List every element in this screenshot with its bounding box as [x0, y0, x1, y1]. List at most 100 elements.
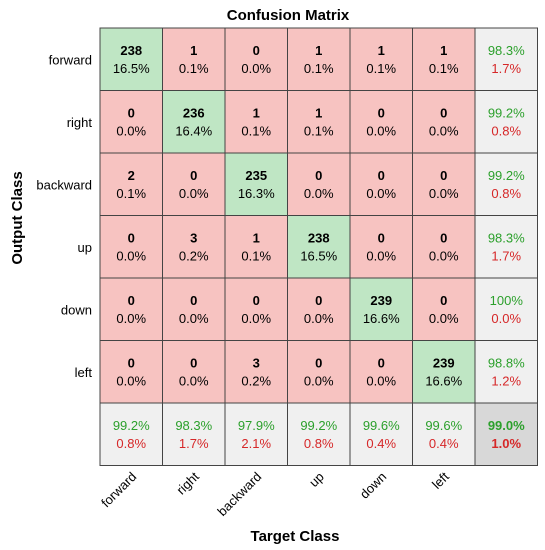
- cell-background: [412, 90, 476, 154]
- cell-count: 0: [253, 43, 260, 58]
- cell-count: 236: [183, 106, 205, 121]
- cell-count: 1: [440, 43, 447, 58]
- matrix-cell: 238 16.5%: [99, 27, 163, 91]
- cell-count: 1: [253, 231, 260, 246]
- matrix-cells: 238 16.5% 1 0.1% 0 0.0% 1 0.1% 1 0.1% 1 0.1% 98.3% 1.…: [99, 27, 538, 466]
- summary-error-percent: 2.1%: [241, 436, 271, 451]
- cell-background: [99, 402, 163, 466]
- matrix-cell: 0 0.0%: [99, 215, 163, 279]
- cell-background: [224, 90, 288, 154]
- matrix-cell: 236 16.4%: [162, 90, 226, 154]
- row-summary-cell: 98.3% 1.7%: [474, 27, 538, 91]
- matrix-cell: 0 0.0%: [412, 277, 476, 341]
- cell-count: 0: [440, 231, 447, 246]
- cell-percent: 0.1%: [179, 61, 209, 76]
- cell-background: [412, 402, 476, 466]
- cell-count: 3: [253, 356, 260, 371]
- cell-count: 0: [315, 356, 322, 371]
- cell-background: [349, 340, 413, 404]
- cell-percent: 0.0%: [366, 186, 396, 201]
- cell-count: 0: [190, 168, 197, 183]
- matrix-cell: 1 0.1%: [412, 27, 476, 91]
- cell-background: [349, 27, 413, 91]
- cell-count: 0: [378, 231, 385, 246]
- cell-background: [162, 340, 226, 404]
- cell-count: 0: [190, 356, 197, 371]
- cell-count: 3: [190, 231, 197, 246]
- matrix-cell: 0 0.0%: [349, 340, 413, 404]
- row-summary-cell: 98.8% 1.2%: [474, 340, 538, 404]
- summary-correct-percent: 99.6%: [425, 418, 462, 433]
- chart-title: Confusion Matrix: [227, 7, 350, 24]
- cell-background: [349, 90, 413, 154]
- matrix-cell: 1 0.1%: [224, 90, 288, 154]
- cell-percent: 0.0%: [366, 374, 396, 389]
- cell-percent: 0.0%: [304, 374, 334, 389]
- summary-correct-percent: 98.3%: [488, 43, 525, 58]
- cell-percent: 0.1%: [304, 61, 334, 76]
- cell-background: [224, 340, 288, 404]
- matrix-cell: 0 0.0%: [412, 152, 476, 216]
- column-summary-cell: 99.6% 0.4%: [349, 402, 413, 466]
- matrix-cell: 0 0.0%: [224, 27, 288, 91]
- cell-background: [287, 152, 351, 216]
- column-label: backward: [214, 469, 264, 519]
- row-label: forward: [49, 52, 92, 67]
- matrix-cell: 3 0.2%: [162, 215, 226, 279]
- cell-background: [349, 402, 413, 466]
- cell-background: [474, 402, 538, 466]
- row-summary-cell: 99.2% 0.8%: [474, 90, 538, 154]
- cell-count: 1: [315, 43, 322, 58]
- cell-count: 0: [128, 293, 135, 308]
- matrix-cell: 0 0.0%: [349, 90, 413, 154]
- matrix-cell: 0 0.0%: [162, 152, 226, 216]
- cell-percent: 0.0%: [366, 249, 396, 264]
- cell-background: [162, 27, 226, 91]
- cell-percent: 0.1%: [366, 61, 396, 76]
- column-summary-cell: 97.9% 2.1%: [224, 402, 288, 466]
- matrix-cell: 239 16.6%: [349, 277, 413, 341]
- matrix-cell: 3 0.2%: [224, 340, 288, 404]
- matrix-cell: 0 0.0%: [99, 277, 163, 341]
- summary-correct-percent: 99.0%: [488, 418, 525, 433]
- cell-percent: 16.5%: [113, 61, 150, 76]
- summary-correct-percent: 98.3%: [175, 418, 212, 433]
- summary-error-percent: 1.7%: [491, 249, 521, 264]
- column-summary-cell: 98.3% 1.7%: [162, 402, 226, 466]
- matrix-cell: 235 16.3%: [224, 152, 288, 216]
- cell-background: [287, 215, 351, 279]
- matrix-cell: 0 0.0%: [349, 215, 413, 279]
- cell-background: [162, 152, 226, 216]
- row-label: backward: [36, 177, 92, 192]
- cell-count: 0: [128, 356, 135, 371]
- cell-count: 235: [245, 168, 267, 183]
- cell-percent: 0.0%: [429, 186, 459, 201]
- column-label: up: [306, 469, 327, 490]
- cell-count: 2: [128, 168, 135, 183]
- cell-background: [349, 215, 413, 279]
- cell-background: [474, 152, 538, 216]
- cell-count: 1: [253, 106, 260, 121]
- cell-percent: 0.2%: [241, 374, 271, 389]
- cell-count: 1: [378, 43, 385, 58]
- cell-background: [412, 152, 476, 216]
- summary-correct-percent: 98.8%: [488, 356, 525, 371]
- cell-percent: 0.0%: [116, 311, 146, 326]
- summary-correct-percent: 99.6%: [363, 418, 400, 433]
- matrix-cell: 1 0.1%: [162, 27, 226, 91]
- column-summary-cell: 99.2% 0.8%: [99, 402, 163, 466]
- matrix-cell: 238 16.5%: [287, 215, 351, 279]
- cell-background: [162, 402, 226, 466]
- cell-count: 0: [190, 293, 197, 308]
- summary-error-percent: 0.8%: [491, 124, 521, 139]
- cell-background: [162, 277, 226, 341]
- row-label: right: [67, 115, 93, 130]
- column-label: forward: [98, 469, 139, 510]
- cell-percent: 0.0%: [429, 124, 459, 139]
- matrix-cell: 0 0.0%: [224, 277, 288, 341]
- column-summary-cell: 99.6% 0.4%: [412, 402, 476, 466]
- summary-error-percent: 0.0%: [491, 311, 521, 326]
- cell-background: [412, 340, 476, 404]
- cell-percent: 0.0%: [116, 249, 146, 264]
- cell-count: 0: [378, 356, 385, 371]
